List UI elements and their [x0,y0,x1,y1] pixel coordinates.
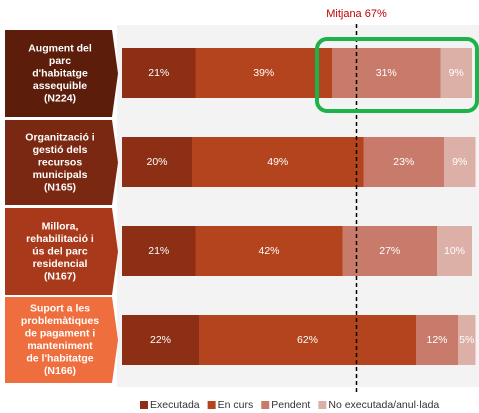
category-label: (N167) [44,270,76,282]
category-label: ús del parc [32,245,88,257]
categories: Augment delparcd'habitatgeassequible(N22… [5,30,118,383]
category-label: (N224) [44,92,76,104]
value-label: 10% [444,245,465,257]
category-label: (N165) [44,181,76,193]
bar-segment [458,315,476,365]
value-label: 49% [267,156,288,168]
bar-segment [444,137,476,187]
bars: 21% 39% 31% 9% 20% 49% 23% 9% 21% 42% 27% 10% 22% 62%… [122,48,476,365]
category-box [5,208,118,295]
category-label: de pagament i [25,328,96,340]
category-label: manteniment [27,340,93,352]
category-label: rehabilitació i [26,233,94,245]
category-label: residencial [33,258,88,270]
legend-swatch [318,401,327,409]
category-label: (N166) [44,365,76,377]
value-label: 21% [148,67,169,79]
value-label: 23% [393,156,414,168]
bar-segment [199,315,416,365]
bar-segment [195,226,343,276]
legend-swatch [140,401,148,409]
category-box [5,30,118,117]
legend: Executada En curs Pendent No executada/anul… [140,399,439,411]
value-label: 9% [452,156,467,168]
category-label: Organització i [25,131,95,143]
bar-segment [122,315,199,365]
category-label: recursos [38,156,83,168]
category-box [5,297,118,383]
category-label: assequible [33,80,87,92]
value-label: 20% [146,156,167,168]
highlight-box [315,37,479,113]
bar-segment [122,226,196,276]
value-label: 62% [297,334,318,346]
legend-swatch [261,401,270,409]
bar-segment [342,226,437,276]
category-label: Suport a les [30,303,90,315]
category-label: problemàtiques [21,315,99,327]
value-label: 9% [449,67,464,79]
value-label: 21% [148,245,169,257]
category-box [5,120,118,205]
category-label: parc [49,55,71,67]
bar-segment [122,48,196,98]
legend-swatch [207,401,216,409]
category-label: Millora, [42,220,79,232]
bar-segment [416,315,458,365]
bar-segment [122,137,192,187]
bar-segment [363,137,444,187]
category-label: de l'habitatge [26,353,93,365]
mean-label: Mitjana 67% [326,8,387,20]
legend-label: No executada/anul·lada [328,399,439,411]
value-label: 22% [150,334,171,346]
category-label: gestió dels [33,144,88,156]
category-label: Augment del [28,42,92,54]
value-label: 5% [459,334,474,346]
legend-label: En curs [218,399,254,411]
bar-segment [192,137,364,187]
value-label: 12% [426,334,447,346]
bar-segment [440,48,472,98]
bar-segment [332,48,441,98]
value-label: 39% [253,67,274,79]
value-label: 27% [379,245,400,257]
overlay: Mitjana 67% [326,8,387,392]
bar-segment [437,226,472,276]
category-label: d'habitatge [32,67,88,79]
value-label: 31% [376,67,397,79]
value-label: 42% [258,245,279,257]
legend-label: Pendent [271,399,310,411]
category-label: municipals [33,169,88,181]
bar-segment [195,48,332,98]
legend-label: Executada [150,399,200,411]
